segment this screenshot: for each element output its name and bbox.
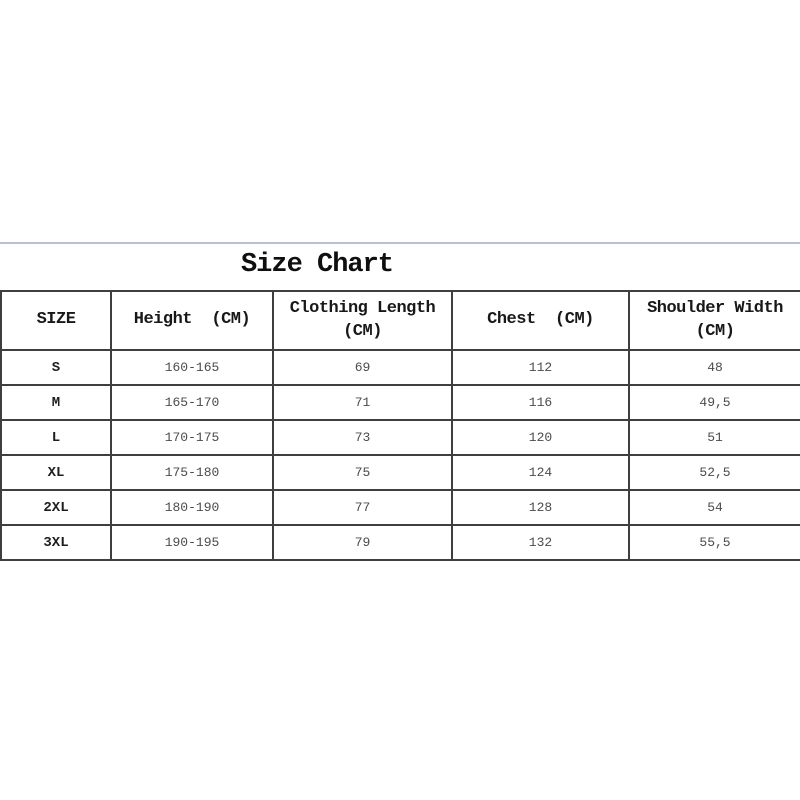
clothing-length-cell: 69 (272, 349, 453, 386)
shoulder-width-cell: 49,5 (628, 384, 800, 421)
size-chart-table: SIZE Height (CM) Clothing Length (CM) Ch… (0, 290, 800, 561)
table-row-s: S 160-165 69 112 48 (0, 349, 800, 386)
clothing-length-cell: 73 (272, 419, 453, 456)
shoulder-width-cell: 54 (628, 489, 800, 526)
top-divider-line (0, 242, 800, 244)
clothing-length-cell: 77 (272, 489, 453, 526)
chest-cell: 132 (451, 524, 630, 561)
size-label-cell: S (0, 349, 112, 386)
size-label-cell: 3XL (0, 524, 112, 561)
table-header-row: SIZE Height (CM) Clothing Length (CM) Ch… (0, 290, 800, 351)
table-row-3xl: 3XL 190-195 79 132 55,5 (0, 524, 800, 561)
height-cell: 180-190 (110, 489, 274, 526)
header-cell-height: Height (CM) (110, 290, 274, 351)
clothing-length-cell: 71 (272, 384, 453, 421)
height-cell: 165-170 (110, 384, 274, 421)
header-cell-clothing-length: Clothing Length (CM) (272, 290, 453, 351)
height-cell: 170-175 (110, 419, 274, 456)
height-cell: 175-180 (110, 454, 274, 491)
chest-cell: 120 (451, 419, 630, 456)
shoulder-width-cell: 55,5 (628, 524, 800, 561)
shoulder-width-cell: 52,5 (628, 454, 800, 491)
chest-cell: 124 (451, 454, 630, 491)
page-title: Size Chart (240, 250, 394, 280)
clothing-length-cell: 79 (272, 524, 453, 561)
header-cell-shoulder-width: Shoulder Width (CM) (628, 290, 800, 351)
shoulder-width-cell: 48 (628, 349, 800, 386)
chest-cell: 116 (451, 384, 630, 421)
size-label-cell: XL (0, 454, 112, 491)
clothing-length-cell: 75 (272, 454, 453, 491)
size-label-cell: L (0, 419, 112, 456)
size-label-cell: 2XL (0, 489, 112, 526)
header-cell-size: SIZE (0, 290, 112, 351)
height-cell: 160-165 (110, 349, 274, 386)
table-row-2xl: 2XL 180-190 77 128 54 (0, 489, 800, 526)
chest-cell: 128 (451, 489, 630, 526)
shoulder-width-cell: 51 (628, 419, 800, 456)
size-label-cell: M (0, 384, 112, 421)
table-row-m: M 165-170 71 116 49,5 (0, 384, 800, 421)
table-row-l: L 170-175 73 120 51 (0, 419, 800, 456)
header-cell-chest: Chest (CM) (451, 290, 630, 351)
table-row-xl: XL 175-180 75 124 52,5 (0, 454, 800, 491)
height-cell: 190-195 (110, 524, 274, 561)
chest-cell: 112 (451, 349, 630, 386)
